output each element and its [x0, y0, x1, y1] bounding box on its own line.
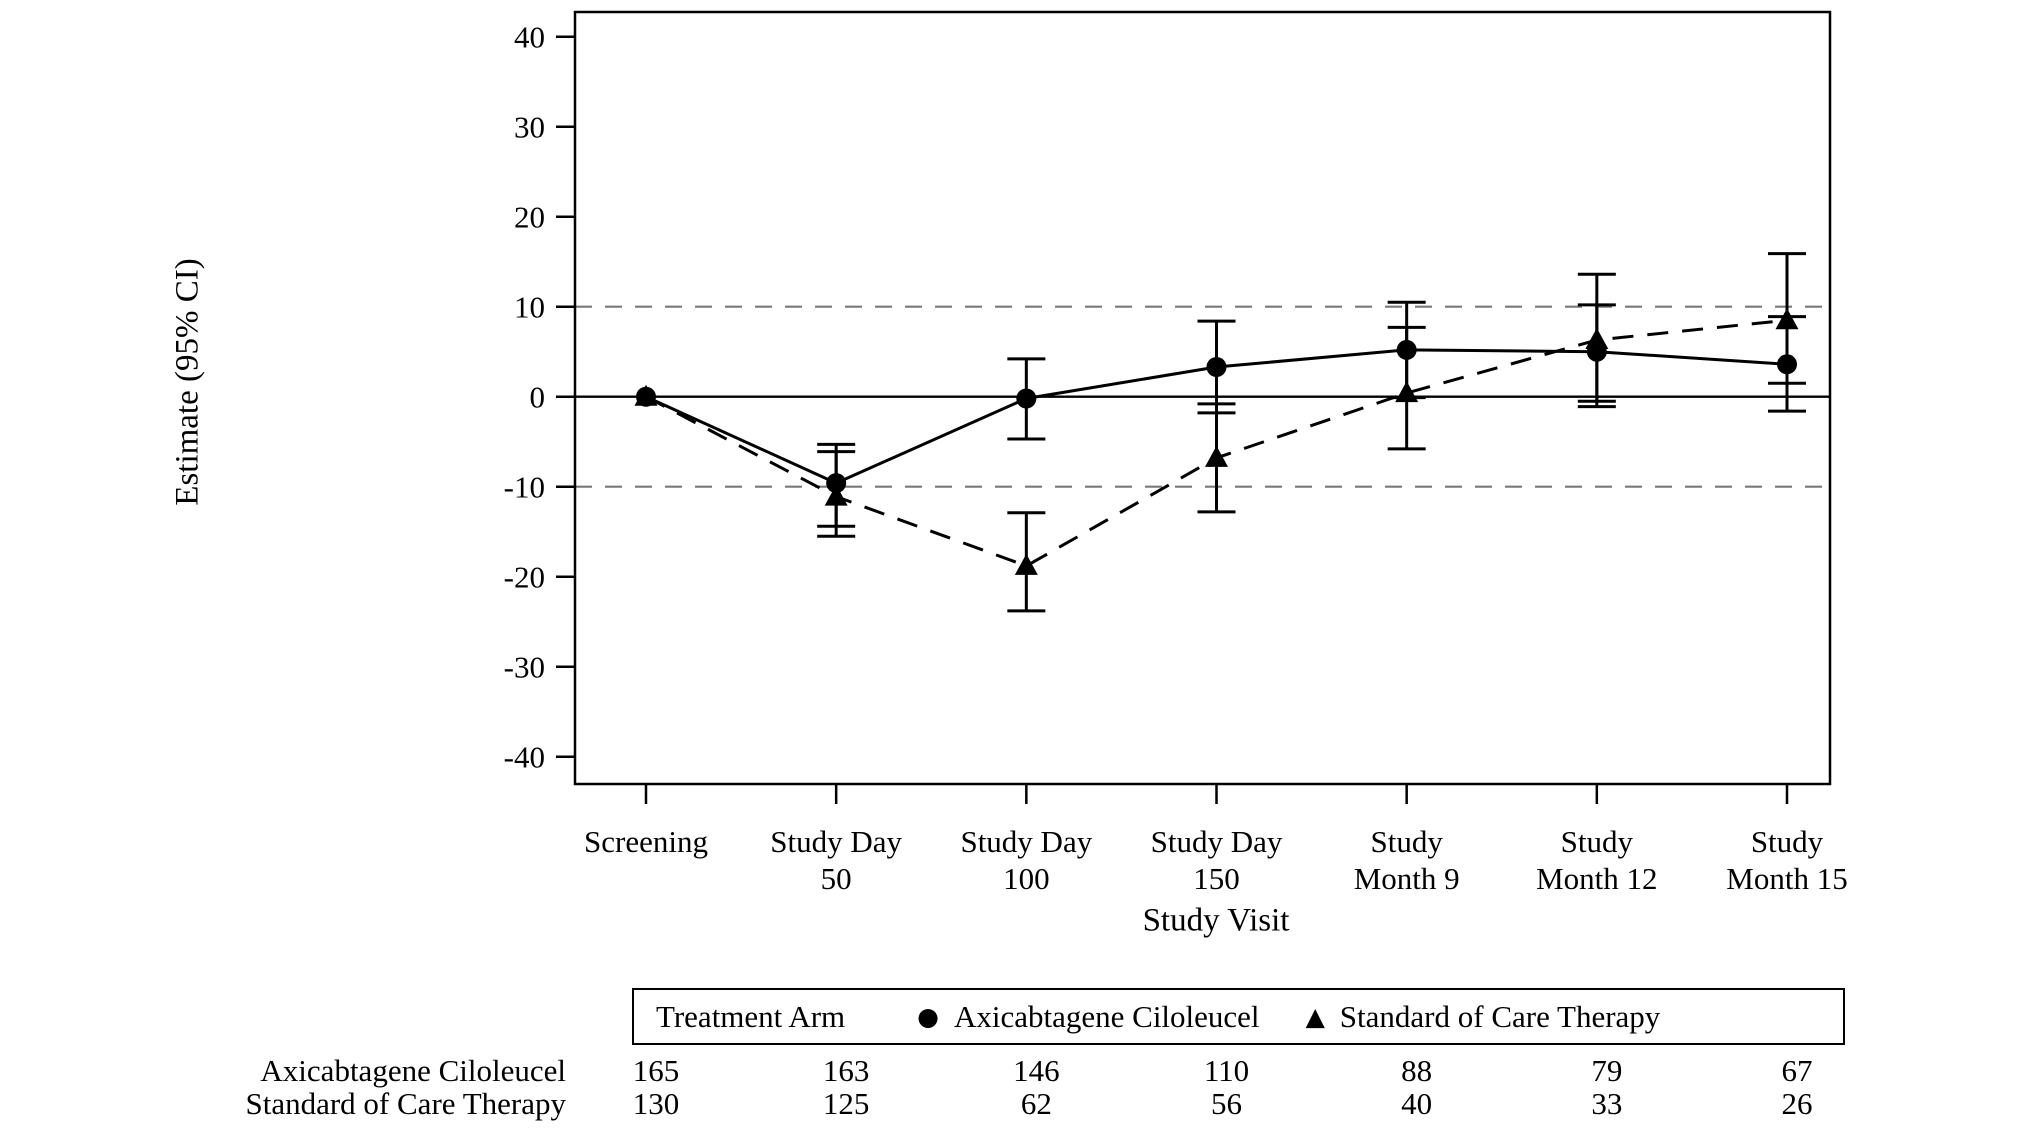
at-risk-count: 146: [1013, 1053, 1060, 1088]
at-risk-count: 163: [822, 1053, 870, 1088]
at-risk-count: 125: [822, 1086, 870, 1121]
triangle-marker-icon: ▲: [1305, 1002, 1325, 1031]
at-risk-row-label-axicabtagene: Axicabtagene Ciloleucel: [260, 1053, 566, 1088]
x-axis-tick-label: 100: [1003, 861, 1050, 896]
y-axis-tick-label: -10: [504, 470, 545, 505]
at-risk-count: 33: [1591, 1086, 1623, 1121]
marker-circle: [1396, 339, 1417, 360]
y-axis-tick-label: -30: [504, 650, 545, 685]
legend-item-soc: ▲ Standard of Care Therapy: [1306, 999, 1661, 1035]
marker-circle: [1206, 357, 1227, 377]
y-axis-title: Estimate (95% CI): [169, 258, 206, 506]
at-risk-count: 56: [1211, 1086, 1242, 1121]
x-axis-tick-label: Study Day: [1151, 824, 1283, 859]
marker-triangle: [1585, 328, 1609, 349]
y-axis-tick-label: 30: [514, 110, 545, 145]
y-axis-tick-label: -20: [504, 560, 545, 595]
marker-triangle: [824, 484, 848, 506]
marker-triangle: [1014, 553, 1038, 575]
at-risk-count: 110: [1203, 1053, 1250, 1088]
legend-item-axicabtagene: ● Axicabtagene Ciloleucel: [917, 999, 1259, 1035]
circle-marker-icon: ●: [917, 1002, 939, 1031]
marker-triangle: [634, 384, 658, 406]
y-axis-tick-label: 40: [514, 20, 545, 55]
marker-circle: [1777, 354, 1797, 375]
x-axis-tick-label: Study: [1751, 824, 1824, 859]
marker-circle: [1016, 388, 1037, 409]
legend-label-axicabtagene: Axicabtagene Ciloleucel: [953, 998, 1260, 1034]
at-risk-count: 88: [1401, 1053, 1433, 1088]
x-axis-tick-label: Study: [1370, 824, 1443, 859]
at-risk-count: 130: [632, 1086, 680, 1121]
x-axis-tick-label: Month 9: [1354, 861, 1460, 896]
legend-label-soc: Standard of Care Therapy: [1339, 998, 1661, 1034]
at-risk-count: 40: [1401, 1086, 1433, 1121]
marker-triangle: [1775, 308, 1799, 330]
y-axis-tick-label: 10: [514, 290, 545, 325]
at-risk-count: 67: [1781, 1053, 1813, 1088]
at-risk-row-label-soc: Standard of Care Therapy: [245, 1086, 566, 1121]
at-risk-count: 165: [632, 1053, 680, 1088]
x-axis-tick-label: Month 12: [1536, 861, 1657, 896]
at-risk-count: 62: [1020, 1086, 1052, 1121]
x-axis-tick-label: 150: [1193, 861, 1240, 896]
y-axis-tick-label: -40: [504, 740, 545, 775]
y-axis-tick-label: 0: [530, 380, 546, 415]
x-axis-tick-label: Study Day: [960, 824, 1092, 859]
x-axis-tick-label: Study Day: [770, 824, 902, 859]
marker-triangle: [1205, 445, 1228, 467]
at-risk-count: 79: [1591, 1053, 1623, 1088]
plot-frame: [573, 10, 1832, 786]
x-axis-tick-label: 50: [821, 861, 852, 896]
legend-box: Treatment Arm ● Axicabtagene Ciloleucel …: [632, 988, 1845, 1045]
x-axis-tick-label: Study: [1561, 824, 1634, 859]
marker-circle: [826, 473, 847, 494]
marker-triangle: [1395, 381, 1419, 403]
at-risk-count: 26: [1781, 1086, 1813, 1121]
x-axis-tick-label: Month 15: [1726, 861, 1847, 896]
y-axis-tick-label: 20: [514, 200, 545, 235]
legend-title: Treatment Arm: [656, 998, 846, 1034]
x-axis-tick-label: Screening: [584, 824, 708, 859]
x-axis-title: Study Visit: [1142, 902, 1290, 939]
